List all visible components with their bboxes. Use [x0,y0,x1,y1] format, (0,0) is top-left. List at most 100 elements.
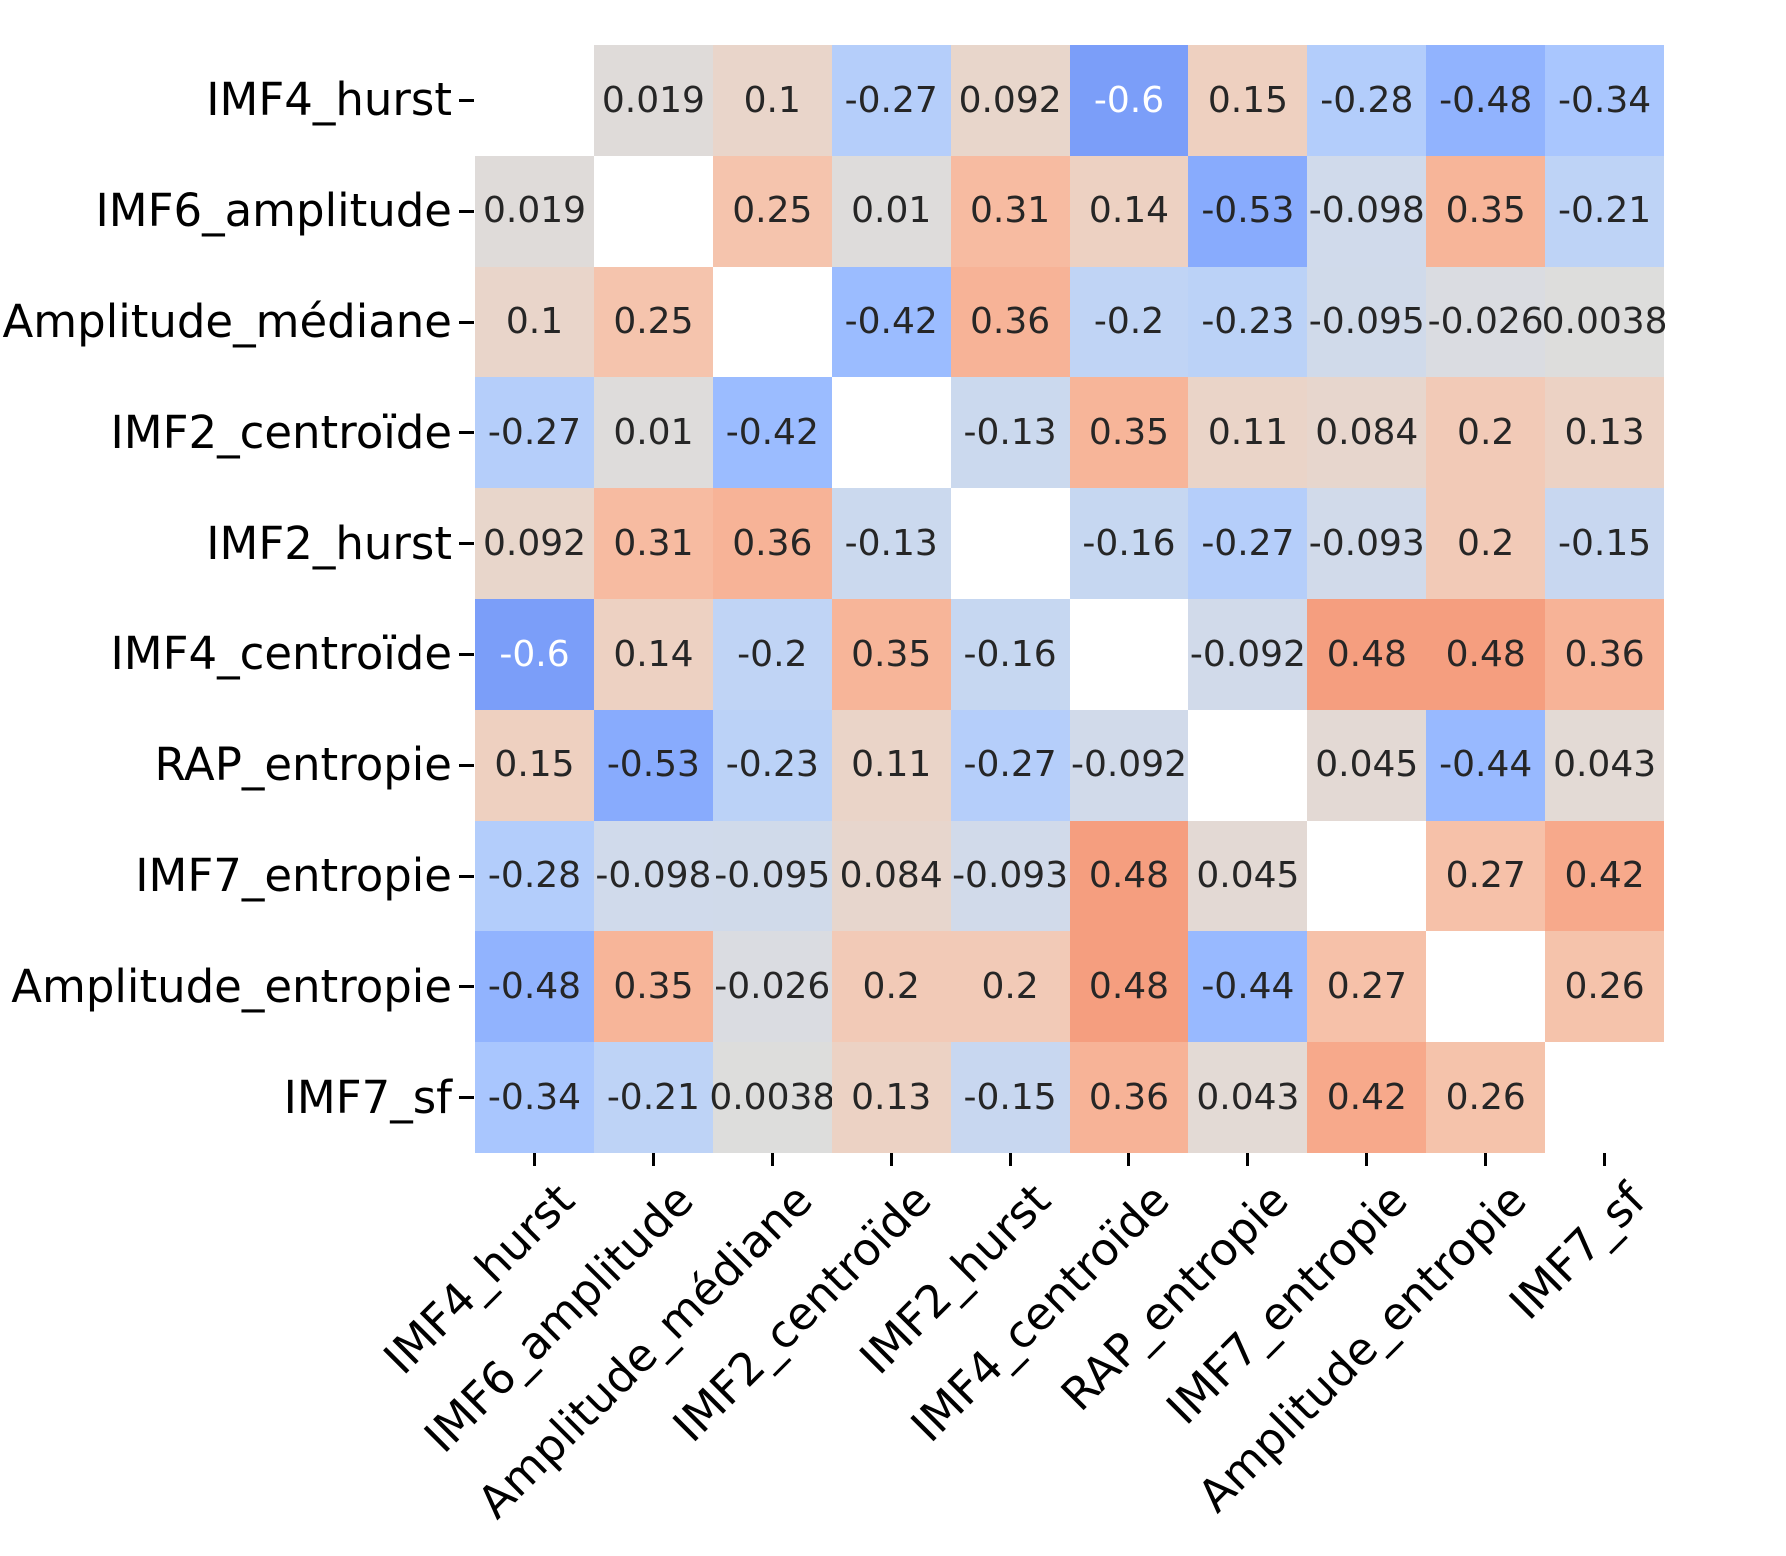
cell-value: 0.48 [1326,633,1407,675]
heatmap-cell: 0.0038 [709,1042,835,1154]
cell-value: 0.1 [505,301,564,343]
heatmap-cell: -0.2 [712,599,832,710]
cell-value: 0.019 [601,79,705,121]
heatmap-cell: -0.42 [712,377,832,489]
heatmap-cell: 0.0038 [1542,266,1668,378]
heatmap-cell: -0.23 [712,709,832,821]
y-tick-label: IMF2_centroïde [110,405,453,459]
heatmap-cell [712,266,832,378]
heatmap-cell: -0.34 [475,1042,594,1154]
cell-value: 0.25 [732,190,813,232]
heatmap-cell: 0.084 [831,820,951,932]
heatmap-cell: -0.27 [950,709,1070,821]
x-tick-mark [651,1153,655,1166]
heatmap-cell: -0.48 [1426,45,1546,156]
heatmap-cell: 0.31 [950,155,1070,267]
heatmap-cell: 0.25 [593,266,713,378]
heatmap-cell: 0.35 [1426,155,1546,267]
y-tick-label: IMF4_hurst [206,73,452,127]
heatmap-cell: -0.026 [1426,266,1546,378]
heatmap-cell: -0.23 [1188,266,1308,378]
y-tick-label: IMF2_hurst [206,516,452,570]
heatmap-cell: 0.26 [1545,931,1665,1043]
cell-value: 0.26 [1445,1076,1526,1118]
heatmap-cell: -0.27 [831,45,951,156]
x-tick-mark [1008,1153,1012,1166]
cell-value: 0.35 [613,965,694,1007]
cell-value: -0.34 [487,1076,582,1118]
heatmap-cell: -0.48 [475,931,594,1043]
cell-value: 0.2 [862,965,920,1007]
heatmap-cell: 0.092 [475,488,594,600]
heatmap-cell: -0.44 [1188,931,1308,1043]
heatmap-cell: 0.36 [712,488,832,600]
cell-value: 0.01 [851,190,932,232]
cell-value: -0.27 [963,744,1057,786]
heatmap-cell: -0.27 [1188,488,1308,600]
x-tick-mark [532,1153,536,1166]
heatmap-cell: 0.48 [1069,820,1189,932]
heatmap-cell: 0.25 [712,155,832,267]
heatmap-cell: 0.13 [1545,377,1665,489]
cell-value: -0.15 [963,1076,1057,1118]
cell-value: -0.34 [1558,79,1652,121]
heatmap-cell: 0.2 [950,931,1070,1043]
cell-value: -0.095 [714,855,831,897]
cell-value: -0.48 [1439,79,1533,121]
cell-value: 0.0038 [709,1076,836,1118]
cell-value: 0.084 [839,855,943,897]
heatmap-cell [1545,1042,1665,1154]
cell-value: 0.11 [1207,411,1288,453]
cell-value: 0.15 [1207,79,1288,121]
heatmap-cell: 0.01 [593,377,713,489]
heatmap-cell [1307,820,1427,932]
cell-value: 0.42 [1564,855,1645,897]
cell-value: 0.084 [1315,411,1419,453]
y-tick-mark [459,652,474,656]
heatmap-cell: 0.2 [1426,377,1546,489]
heatmap-cell: -0.53 [593,709,713,821]
heatmap-cell: 0.36 [950,266,1070,378]
y-tick-mark [459,1096,474,1100]
cell-value: -0.6 [1093,79,1165,121]
cell-value: -0.21 [1558,190,1652,232]
cell-value: -0.42 [844,301,938,343]
cell-value: -0.42 [725,411,819,453]
heatmap-cell: 0.019 [475,155,594,267]
cell-value: -0.27 [1201,522,1295,564]
cell-value: 0.14 [613,633,694,675]
cell-value: 0.019 [482,190,587,232]
cell-value: 0.35 [1445,190,1526,232]
heatmap-cell: 0.1 [712,45,832,156]
cell-value: 0.043 [1196,1076,1300,1118]
heatmap-cell: 0.27 [1426,820,1546,932]
cell-value: -0.13 [963,411,1057,453]
y-tick-mark [459,985,474,989]
cell-value: 0.48 [1088,855,1170,897]
heatmap-cell: -0.093 [950,820,1070,932]
y-tick-mark [459,320,474,324]
cell-value: -0.092 [1189,633,1306,675]
heatmap-cell [1188,709,1308,821]
heatmap-cell: -0.092 [1069,709,1189,821]
heatmap-cell: -0.2 [1069,266,1189,378]
heatmap-cell: 0.11 [1188,377,1308,489]
heatmap-cell: 0.35 [593,931,713,1043]
heatmap-cell: 0.11 [831,709,951,821]
y-tick-label: IMF7_entropie [135,849,452,902]
cell-value: 0.27 [1445,855,1526,897]
cell-value: -0.13 [844,522,938,564]
heatmap-cell: -0.21 [1545,155,1665,267]
heatmap-cell [475,45,594,156]
cell-value: 0.11 [851,744,932,786]
heatmap-cell: 0.2 [1426,488,1546,600]
cell-value: -0.44 [1201,965,1295,1007]
y-tick-label: Amplitude_médiane [2,295,452,348]
cell-value: -0.53 [1201,190,1295,232]
cell-value: -0.2 [737,633,808,675]
heatmap-cell [831,377,951,489]
x-tick-mark [770,1153,774,1166]
cell-value: -0.27 [844,79,938,121]
y-tick-label: IMF4_centroïde [110,627,453,681]
heatmap-cell: -0.15 [1545,488,1665,600]
